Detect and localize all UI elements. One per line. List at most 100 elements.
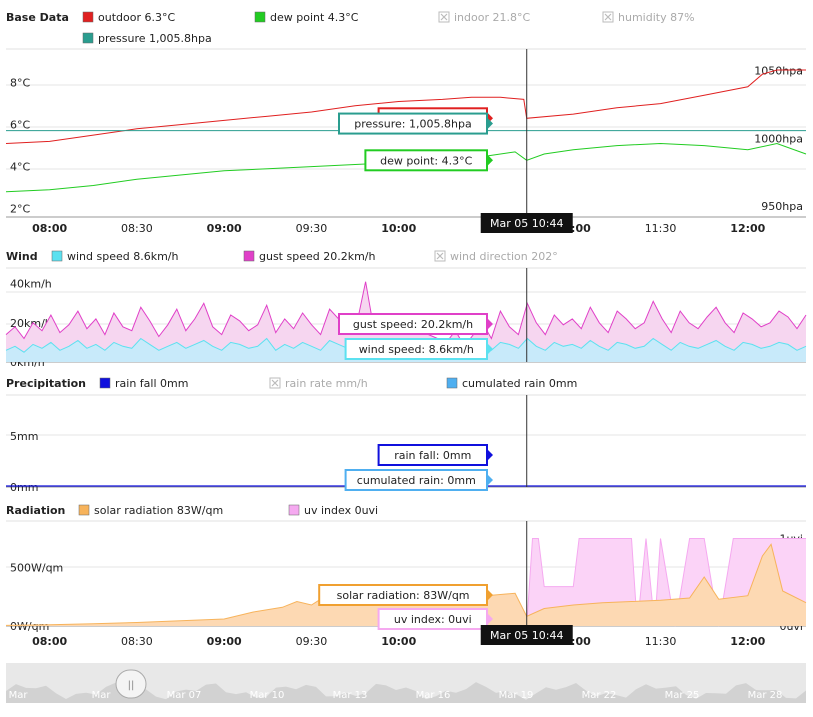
legend-x-icon	[440, 13, 448, 21]
y-tick-label: 0W/qm	[10, 620, 49, 633]
navigator-handle[interactable]: ||	[115, 669, 147, 699]
tooltip-pointer	[487, 613, 493, 625]
tooltip-pressure: pressure: 1,005.8hpa	[338, 112, 493, 135]
tooltip-pointer	[487, 318, 493, 330]
tooltip-text: gust speed: 20.2km/h	[353, 318, 473, 331]
tooltip-pointer	[487, 474, 493, 486]
tooltip-pointer	[487, 589, 493, 601]
legend-item[interactable]: rain fall 0mm	[99, 377, 188, 390]
tooltip-text: pressure: 1,005.8hpa	[354, 118, 471, 131]
x-tick-label: 11:30	[645, 635, 677, 648]
tooltip-dew-point: dew point: 4.3°C	[364, 149, 493, 172]
tooltip-text: cumulated rain: 0mm	[357, 474, 476, 487]
y-right-tick-label: 1000hpa	[754, 132, 803, 145]
legend-item[interactable]: dew point 4.3°C	[254, 11, 359, 24]
tooltip-text: solar radiation: 83W/qm	[337, 589, 470, 602]
navigator-date-label: Mar 07	[167, 690, 202, 701]
solar-radiation-area	[6, 544, 806, 626]
y-tick-label: 5mm	[10, 430, 38, 443]
chart-title: Precipitation	[6, 377, 86, 390]
navigator-date-label: Mar 13	[333, 690, 368, 701]
legend-label: indoor 21.8°C	[454, 11, 530, 24]
legend-label: outdoor 6.3°C	[98, 11, 175, 24]
tooltip-solar-radiation: solar radiation: 83W/qm	[318, 584, 493, 606]
legend-item[interactable]: wind speed 8.6km/h	[51, 250, 179, 263]
series-outdoor	[5, 69, 806, 144]
legend-label: cumulated rain 0mm	[462, 377, 577, 390]
navigator-date-label: Mar 25	[665, 690, 700, 701]
legend-swatch	[254, 11, 266, 23]
y-tick-label: 2°C	[10, 203, 30, 216]
legend-swatch	[82, 32, 94, 44]
legend-item[interactable]: outdoor 6.3°C	[82, 11, 175, 24]
legend-label: wind speed 8.6km/h	[67, 250, 179, 263]
legend-item[interactable]: uv index 0uvi	[288, 504, 378, 517]
x-tick-label: 11:30	[645, 222, 677, 235]
x-tick-label: 09:00	[207, 635, 242, 648]
legend-label: rain fall 0mm	[115, 377, 188, 390]
navigator-series-area	[6, 682, 806, 703]
time-flag-text: Mar 05 10:44	[490, 629, 563, 642]
legend-label: wind direction 202°	[450, 250, 558, 263]
legend-item[interactable]: humidity 87%	[602, 11, 695, 24]
chart-title: Wind	[6, 250, 38, 263]
navigator-date-label: Mar	[9, 690, 29, 701]
tooltip-text: wind speed: 8.6km/h	[359, 343, 474, 356]
x-tick-label: 08:30	[121, 635, 153, 648]
tooltip-pointer	[487, 449, 493, 461]
navigator-date-label: Mar	[92, 690, 112, 701]
y-tick-label: 40km/h	[10, 278, 52, 291]
legend-swatch	[99, 377, 111, 389]
tooltip-rain-fall: rain fall: 0mm	[377, 444, 493, 466]
legend-x-icon	[436, 252, 444, 260]
legend-item[interactable]: cumulated rain 0mm	[446, 377, 577, 390]
tooltip-text: rain fall: 0mm	[394, 449, 471, 462]
y-tick-label: 20km/h	[10, 317, 52, 330]
legend-item[interactable]: indoor 21.8°C	[438, 11, 530, 24]
legend-item[interactable]: solar radiation 83W/qm	[78, 504, 223, 517]
y-tick-label: 8°C	[10, 77, 30, 90]
legend-item[interactable]: wind direction 202°	[434, 250, 558, 263]
legend-item[interactable]: rain rate mm/h	[269, 377, 368, 390]
x-tick-label: 09:00	[207, 222, 242, 235]
x-tick-label: 09:30	[296, 635, 328, 648]
navigator-date-label: Mar 16	[416, 690, 451, 701]
chart-title: Base Data	[6, 11, 69, 24]
legend-label: dew point 4.3°C	[270, 11, 359, 24]
chart-title: Radiation	[6, 504, 65, 517]
x-tick-label: 12:00	[730, 635, 765, 648]
navigator-date-label: Mar 19	[499, 690, 534, 701]
legend-x-icon	[604, 13, 612, 21]
crosshair-time-flag: Mar 05 10:44	[480, 625, 573, 645]
legend-item[interactable]: pressure 1,005.8hpa	[82, 32, 212, 45]
legend-label: uv index 0uvi	[304, 504, 378, 517]
y-right-tick-label: 950hpa	[761, 200, 803, 213]
legend-x-icon	[271, 379, 279, 387]
tooltip-uv-index: uv index: 0uvi	[377, 608, 493, 630]
x-tick-label: 08:30	[121, 222, 153, 235]
legend-swatch	[288, 504, 300, 516]
legend-label: gust speed 20.2km/h	[259, 250, 376, 263]
y-tick-label: 500W/qm	[10, 562, 63, 575]
legend-swatch	[78, 504, 90, 516]
time-flag-box	[480, 625, 573, 645]
legend-label: humidity 87%	[618, 11, 695, 24]
legend-item[interactable]: gust speed 20.2km/h	[243, 250, 376, 263]
navigator-handle-knob[interactable]	[115, 669, 147, 699]
tooltip-pointer	[487, 343, 493, 355]
tooltip-text: uv index: 0uvi	[394, 613, 472, 626]
navigator-handle-grip: ||	[128, 680, 135, 691]
legend-swatch	[82, 11, 94, 23]
x-tick-label: 10:00	[381, 635, 416, 648]
x-tick-label: 08:00	[32, 635, 67, 648]
tooltip-cumulated-rain: cumulated rain: 0mm	[344, 469, 493, 491]
time-flag-text: Mar 05 10:44	[490, 217, 563, 230]
x-tick-label: 09:30	[296, 222, 328, 235]
crosshair-time-flag: Mar 05 10:44	[480, 213, 573, 233]
legend-swatch	[51, 250, 63, 262]
legend-swatch	[446, 377, 458, 389]
tooltip-pointer	[487, 117, 493, 130]
y-tick-label: 4°C	[10, 161, 30, 174]
